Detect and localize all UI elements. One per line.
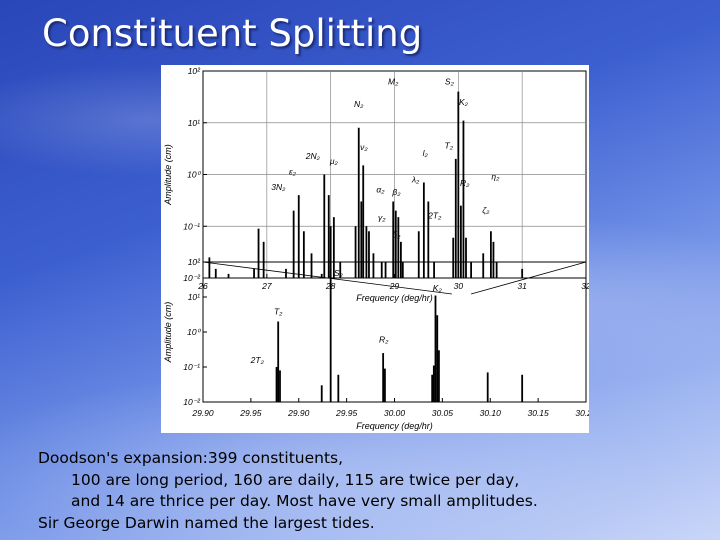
top-y-tick-label: 10¹ xyxy=(188,118,200,128)
top-annotation: 3N₂ xyxy=(271,182,286,192)
top-y-tick-label: 10⁰ xyxy=(187,170,201,180)
top-annotation: S₂ xyxy=(445,76,455,86)
top-annotation: λ₂ xyxy=(411,175,420,185)
top-annotation: R₂ xyxy=(460,178,470,188)
top-annotation: 2N₂ xyxy=(305,151,321,161)
top-y-axis-label: Amplitude (cm) xyxy=(163,144,173,206)
top-x-tick-label: 29 xyxy=(389,281,400,291)
bottom-annotation: R₂ xyxy=(379,335,389,345)
top-annotation: α₂ xyxy=(376,184,385,194)
top-x-tick-label: 31 xyxy=(517,281,527,291)
top-annotation: δ₂ xyxy=(392,230,401,240)
bottom-y-tick-label: 10⁻¹ xyxy=(183,362,200,372)
caption: Doodson's expansion:399 constituents, 10… xyxy=(38,448,698,534)
top-annotation: β₂ xyxy=(391,187,401,197)
bottom-annotation: 2T₂ xyxy=(250,355,265,365)
top-annotation: K₂ xyxy=(459,97,469,107)
spectrum-figure-svg: 10²10¹10⁰10⁻¹10⁻²26272829303132Frequency… xyxy=(163,66,589,431)
caption-line-3: and 14 are thrice per day. Most have ver… xyxy=(71,492,538,510)
top-annotation: 2T₂ xyxy=(427,211,442,221)
bottom-x-tick-label: 30.15 xyxy=(527,408,549,418)
bottom-annotation: K₂ xyxy=(433,283,443,293)
top-annotation: ζ₂ xyxy=(482,205,490,215)
bottom-x-tick-label: 29.90 xyxy=(287,408,310,418)
caption-line-2: 100 are long period, 160 are daily, 115 … xyxy=(71,470,520,489)
top-annotation: γ₂ xyxy=(378,212,386,222)
top-annotation: M₂ xyxy=(388,76,399,86)
top-annotation: μ₂ xyxy=(329,156,339,166)
top-annotation: l₂ xyxy=(423,148,429,158)
spectrum-figure: 10²10¹10⁰10⁻¹10⁻²26272829303132Frequency… xyxy=(161,65,589,433)
top-annotation: N₂ xyxy=(354,99,364,109)
slide-title: Constituent Splitting xyxy=(42,12,423,55)
top-annotation: ν₂ xyxy=(360,142,368,152)
top-x-tick-label: 30 xyxy=(454,281,464,291)
bottom-y-axis-label: Amplitude (cm) xyxy=(163,302,173,364)
bottom-y-tick-label: 10² xyxy=(188,257,201,267)
zoom-connector-right xyxy=(470,261,587,295)
bottom-y-tick-label: 10⁰ xyxy=(187,327,201,337)
top-annotation: ε₂ xyxy=(289,167,297,177)
bottom-y-tick-label: 10⁻² xyxy=(183,397,201,407)
bottom-x-tick-label: 30.10 xyxy=(480,408,502,418)
zoom-connector-left xyxy=(202,261,453,295)
bottom-annotation: T₂ xyxy=(274,306,283,316)
bottom-y-tick-label: 10¹ xyxy=(188,292,200,302)
top-x-axis-label: Frequency (deg/hr) xyxy=(356,293,433,303)
top-annotation: η₂ xyxy=(491,172,500,182)
bottom-x-tick-label: 29.95 xyxy=(239,408,262,418)
bottom-x-tick-label: 29.95 xyxy=(335,408,358,418)
bottom-x-tick-label: 30.00 xyxy=(384,408,406,418)
top-annotation: T₂ xyxy=(445,140,454,150)
caption-line-4: Sir George Darwin named the largest tide… xyxy=(38,513,375,532)
bottom-x-axis-label: Frequency (deg/hr) xyxy=(356,421,433,431)
bottom-x-tick-label: 30.05 xyxy=(432,408,454,418)
bottom-x-tick-label: 30.20 xyxy=(575,408,589,418)
bottom-x-tick-label: 29.90 xyxy=(191,408,214,418)
bottom-annotation: S₂ xyxy=(334,268,344,278)
top-y-tick-label: 10⁻² xyxy=(183,273,201,283)
top-y-tick-label: 10⁻¹ xyxy=(183,221,200,231)
caption-line-1: Doodson's expansion:399 constituents, xyxy=(38,449,344,467)
top-y-tick-label: 10² xyxy=(188,66,201,76)
top-x-tick-label: 32 xyxy=(581,281,589,291)
top-x-tick-label: 27 xyxy=(261,281,272,291)
